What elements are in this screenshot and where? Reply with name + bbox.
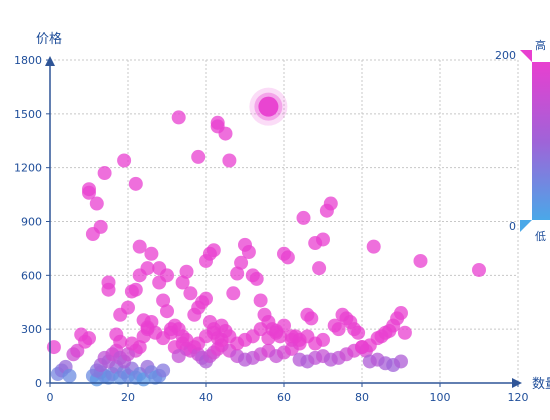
data-point[interactable] <box>397 325 412 340</box>
data-point[interactable] <box>331 322 346 337</box>
data-point[interactable] <box>156 363 171 378</box>
highlight-dot[interactable] <box>258 96 279 117</box>
visual-map-bar[interactable] <box>532 62 550 220</box>
y-tick-label: 1500 <box>14 108 42 121</box>
data-point[interactable] <box>128 176 143 191</box>
x-axis-title: 数量 <box>532 377 550 392</box>
data-point[interactable] <box>62 368 77 383</box>
visual-map-low-text: 低 <box>535 230 546 243</box>
data-point[interactable] <box>163 322 178 337</box>
visual-map-high-text: 高 <box>535 38 546 52</box>
data-point[interactable] <box>46 340 61 355</box>
visual-map-top-handle[interactable] <box>520 50 532 62</box>
data-point[interactable] <box>171 349 186 364</box>
y-tick-label: 600 <box>21 269 42 282</box>
x-tick-labels: 0 20 40 60 80 100 120 <box>47 391 529 404</box>
data-point[interactable] <box>132 340 147 355</box>
data-point[interactable] <box>113 334 128 349</box>
x-tick-label: 120 <box>508 391 529 404</box>
x-axis-arrow <box>512 378 522 388</box>
data-point[interactable] <box>140 261 155 276</box>
data-point[interactable] <box>249 271 264 286</box>
data-point[interactable] <box>277 318 291 333</box>
highlight-point <box>249 87 288 126</box>
data-point[interactable] <box>183 286 198 301</box>
x-tick-label: 0 <box>47 391 54 404</box>
data-point[interactable] <box>97 166 112 181</box>
x-tick-label: 20 <box>121 391 135 404</box>
data-point[interactable] <box>121 300 135 315</box>
data-point[interactable] <box>144 246 159 261</box>
data-point[interactable] <box>366 239 381 254</box>
x-tick-label: 100 <box>430 391 451 404</box>
visual-map-max-label: 200 <box>495 49 516 62</box>
visual-map-legend: 高 低 200 0 <box>495 38 550 243</box>
data-point[interactable] <box>351 325 366 340</box>
data-point[interactable] <box>82 331 96 346</box>
visual-map-min-label: 0 <box>509 220 516 233</box>
data-point[interactable] <box>101 275 116 290</box>
data-point[interactable] <box>304 311 319 326</box>
data-point[interactable] <box>199 291 213 306</box>
data-point[interactable] <box>472 262 486 277</box>
data-point[interactable] <box>226 286 241 301</box>
data-point[interactable] <box>152 261 167 276</box>
data-point[interactable] <box>117 153 132 168</box>
x-tick-label: 80 <box>355 391 369 404</box>
y-axis-title: 价格 <box>36 31 62 47</box>
data-point[interactable] <box>206 322 221 337</box>
data-point[interactable] <box>218 126 233 141</box>
y-tick-labels: 0 300 600 900 1200 1500 1800 <box>14 54 42 390</box>
y-tick-label: 900 <box>21 216 42 229</box>
axes <box>45 56 522 388</box>
data-point[interactable] <box>132 239 147 254</box>
y-axis-arrow <box>45 56 55 66</box>
data-point[interactable] <box>355 340 369 355</box>
data-point[interactable] <box>210 115 225 130</box>
data-point[interactable] <box>128 282 143 297</box>
visual-map-bottom-handle[interactable] <box>520 220 532 232</box>
data-point[interactable] <box>394 354 408 369</box>
data-point[interactable] <box>156 293 171 308</box>
data-point[interactable] <box>280 250 295 265</box>
data-point[interactable] <box>253 293 268 308</box>
data-point[interactable] <box>89 196 104 211</box>
grid-lines <box>50 59 519 383</box>
data-point[interactable] <box>206 243 221 258</box>
data-point[interactable] <box>175 275 190 290</box>
data-point[interactable] <box>413 253 428 268</box>
data-point[interactable] <box>93 219 108 234</box>
data-point[interactable] <box>222 153 237 168</box>
data-point[interactable] <box>160 304 174 319</box>
data-point[interactable] <box>179 264 194 279</box>
data-point[interactable] <box>179 332 194 347</box>
data-point[interactable] <box>296 210 311 225</box>
data-point[interactable] <box>241 245 256 260</box>
data-point[interactable] <box>230 266 245 281</box>
data-point[interactable] <box>316 232 330 247</box>
data-point[interactable] <box>394 306 408 321</box>
data-point[interactable] <box>312 261 327 276</box>
y-tick-label: 300 <box>21 323 42 336</box>
data-point[interactable] <box>191 149 206 164</box>
data-point[interactable] <box>171 110 186 125</box>
data-point[interactable] <box>82 185 96 200</box>
data-point[interactable] <box>323 196 338 211</box>
y-tick-label: 0 <box>35 377 42 390</box>
y-tick-label: 1200 <box>14 162 42 175</box>
x-tick-label: 40 <box>199 391 213 404</box>
data-point[interactable] <box>121 347 135 362</box>
y-tick-label: 1800 <box>14 54 42 67</box>
data-point[interactable] <box>234 255 249 270</box>
data-points <box>46 110 486 387</box>
x-tick-label: 60 <box>277 391 291 404</box>
data-point[interactable] <box>316 332 330 347</box>
